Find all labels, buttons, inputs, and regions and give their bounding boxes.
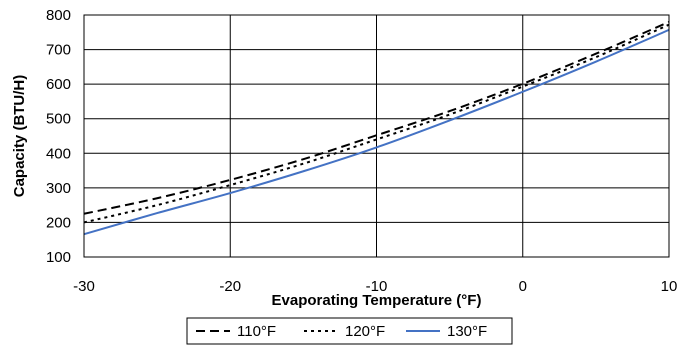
- x-tick-label: -30: [73, 278, 95, 295]
- y-tick-label: 100: [46, 249, 71, 266]
- y-tick-label: 300: [46, 180, 71, 197]
- legend-box: [186, 317, 513, 345]
- y-tick-label: 200: [46, 214, 71, 231]
- x-tick-label: 0: [519, 278, 527, 295]
- plot-border: [83, 14, 670, 258]
- y-axis-ticks: 100 200 300 400 500 600 700 800: [46, 7, 71, 266]
- y-axis-title: Capacity (BTU/H): [11, 75, 28, 198]
- x-tick-label: 10: [661, 278, 678, 295]
- legend-label-3: 130°F: [447, 323, 487, 340]
- series-lines: [83, 20, 670, 236]
- legend-label-1: 110°F: [237, 323, 276, 340]
- y-tick-label: 700: [46, 42, 71, 59]
- y-tick-label: 500: [46, 111, 71, 128]
- y-tick-label: 600: [46, 76, 71, 93]
- y-tick-label: 800: [46, 7, 71, 24]
- legend-label-2: 120°F: [345, 323, 385, 340]
- x-axis-ticks: -30 -20 -10 0 10: [73, 278, 677, 295]
- legend: 110°F 120°F 130°F: [186, 317, 513, 345]
- x-axis-title: Evaporating Temperature (°F): [272, 292, 482, 309]
- x-tick-label: -10: [366, 278, 388, 295]
- x-tick-label: -20: [219, 278, 241, 295]
- series-line-3: [83, 28, 670, 236]
- y-tick-label: 400: [46, 145, 71, 162]
